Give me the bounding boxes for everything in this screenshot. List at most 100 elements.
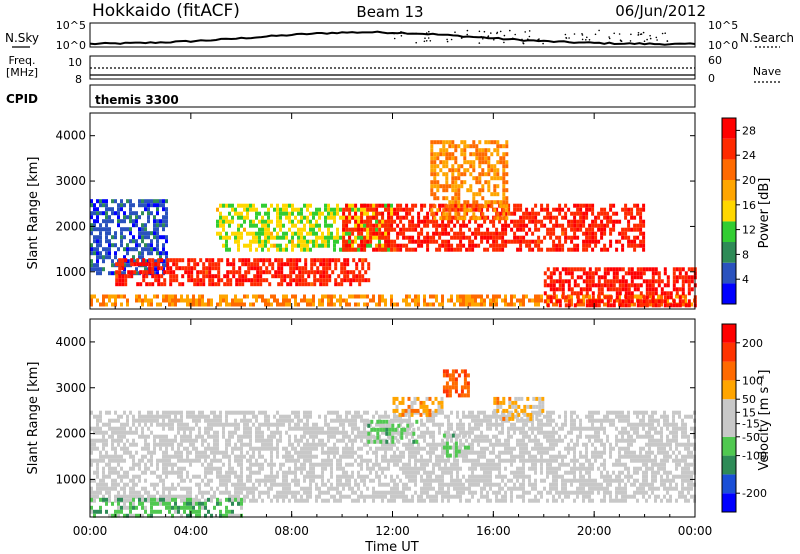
heatmap-cell [282,482,285,487]
heatmap-cell [471,438,474,443]
heatmap-cell [505,200,509,205]
heatmap-cell [286,258,290,263]
heatmap-cell [256,274,260,279]
heatmap-cell [366,462,369,467]
heatmap-cell [327,302,330,307]
heatmap-cell [384,298,387,303]
heatmap-cell [222,235,225,240]
heatmap-cell [405,470,408,475]
heatmap-cell [129,410,132,415]
heatmap-cell [249,474,252,479]
noise-search-dot [446,38,448,41]
heatmap-cell [495,438,498,443]
heatmap-cell [117,203,120,208]
heatmap-cell [519,227,523,232]
heatmap-cell [279,243,282,248]
heatmap-cell [159,235,162,240]
heatmap-cell [108,298,111,303]
heatmap-cell [267,298,270,303]
heatmap-cell [225,454,228,459]
heatmap-cell [478,180,482,185]
heatmap-cell [447,243,451,248]
heatmap-cell [456,298,459,303]
heatmap-cell [459,235,463,240]
heatmap-cell [90,215,93,220]
heatmap-cell [268,270,272,275]
heatmap-cell [93,227,96,232]
heatmap-cell [603,243,607,248]
heatmap-cell [150,458,153,463]
heatmap-cell [627,219,631,224]
heatmap-cell [165,450,168,455]
heatmap-cell [627,267,631,272]
heatmap-cell [214,282,218,287]
heatmap-cell [462,482,465,487]
heatmap-cell [144,207,147,212]
heatmap-cell [654,291,658,296]
heatmap-cell [273,243,276,248]
heatmap-cell [129,247,132,252]
heatmap-cell [147,410,150,415]
heatmap-cell [297,410,300,415]
heatmap-cell [172,274,176,279]
heatmap-cell [690,267,694,272]
heatmap-cell [555,243,559,248]
heatmap-cell [600,231,604,236]
heatmap-cell [171,470,174,475]
heatmap-cell [150,243,153,248]
heatmap-cell [375,247,379,252]
heatmap-cell [318,414,321,419]
heatmap-cell [448,140,452,145]
heatmap-cell [432,494,435,499]
heatmap-cell [378,294,381,299]
heatmap-cell [516,207,520,212]
heatmap-cell [241,262,245,267]
heatmap-cell [348,478,351,483]
heatmap-cell [234,486,237,491]
heatmap-cell [144,438,147,443]
heatmap-cell [451,180,455,185]
heatmap-cell [621,247,625,252]
heatmap-cell [237,203,240,208]
heatmap-cell [207,426,210,431]
heatmap-cell [294,302,297,307]
heatmap-cell [318,426,321,431]
heatmap-cell [357,247,360,252]
heatmap-cell [115,270,119,275]
heatmap-cell [315,446,318,451]
heatmap-cell [135,462,138,467]
heatmap-cell [603,279,607,284]
heatmap-cell [208,278,212,283]
noise-search-dot [613,32,615,35]
heatmap-cell [463,140,467,145]
heatmap-cell [120,243,123,248]
heatmap-cell [321,243,324,248]
heatmap-cell [540,298,543,303]
heatmap-cell [165,251,168,256]
heatmap-cell [609,203,613,208]
heatmap-cell [381,446,384,451]
heatmap-cell [90,490,93,495]
heatmap-cell [304,266,308,271]
heatmap-cell [309,430,312,435]
heatmap-cell [99,203,102,208]
heatmap-cell [219,498,222,503]
noise-search-dot [403,32,405,35]
heatmap-cell [96,227,99,232]
heatmap-cell [477,302,480,307]
heatmap-cell [123,235,126,240]
heatmap-cell [291,410,294,415]
heatmap-cell [435,458,438,463]
heatmap-cell [165,235,168,240]
heatmap-cell [480,430,483,435]
heatmap-cell [447,498,450,503]
heatmap-cell [573,231,577,236]
heatmap-cell [411,235,415,240]
heatmap-cell [481,184,485,189]
heatmap-cell [246,466,249,471]
heatmap-cell [354,235,357,240]
heatmap-cell [387,498,390,503]
heatmap-cell [303,203,306,208]
heatmap-cell [519,302,522,307]
heatmap-cell [441,454,444,459]
